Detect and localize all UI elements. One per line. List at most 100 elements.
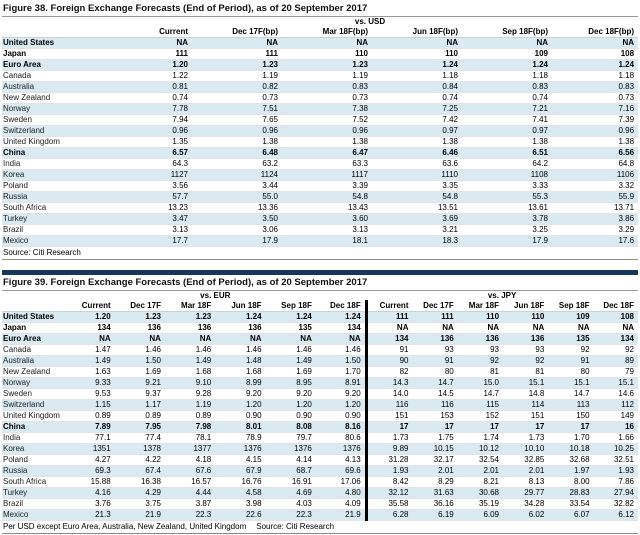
value-cell: 3.39 xyxy=(282,180,372,192)
value-cell: 7.86 xyxy=(593,476,638,488)
value-cell: 17 xyxy=(412,421,458,433)
value-cell: NA xyxy=(164,333,216,345)
value-cell: 1.49 xyxy=(164,355,216,367)
value-cell: 136 xyxy=(114,322,165,334)
country-label: Japan xyxy=(2,322,65,334)
value-cell: 8.01 xyxy=(215,421,266,433)
value-cell: 6.57 xyxy=(102,147,192,159)
value-cell: 6.28 xyxy=(364,509,413,521)
table-row: Mexico 21.3 21.9 22.3 22.6 22.3 21.9 6.28 6.19 6.… xyxy=(2,509,638,521)
country-label: Canada xyxy=(2,70,102,82)
value-cell: NA xyxy=(457,322,504,334)
figure-38-body: United States NA NA NA NA NA NA Japan 111 111 110 1… xyxy=(2,37,639,247)
value-cell: 9.20 xyxy=(315,388,367,400)
value-cell: 22.6 xyxy=(215,509,266,521)
value-cell: 7.94 xyxy=(102,114,192,126)
value-cell: 10.25 xyxy=(593,443,638,455)
value-cell: 55.0 xyxy=(192,191,282,203)
value-cell: 17.06 xyxy=(315,476,367,488)
value-cell: 111 xyxy=(412,311,458,323)
value-cell: 1.49 xyxy=(265,355,316,367)
value-cell: 81 xyxy=(457,366,504,378)
value-cell: 152 xyxy=(457,410,504,422)
value-cell: 30.68 xyxy=(457,487,504,499)
country-label: Australia xyxy=(2,355,65,367)
value-cell: NA xyxy=(548,322,594,334)
value-cell: 1.70 xyxy=(548,432,594,444)
value-cell: 6.51 xyxy=(462,147,552,159)
value-cell: 6.09 xyxy=(457,509,504,521)
value-cell: 92 xyxy=(457,355,504,367)
value-cell: 3.25 xyxy=(462,224,552,236)
table-row: India 77.1 77.4 78.1 78.9 79.7 80.6 1.73 1.75 1.7… xyxy=(2,432,638,444)
value-cell: 64.2 xyxy=(462,158,552,170)
value-cell: 0.73 xyxy=(192,92,282,104)
value-cell: 6.46 xyxy=(372,147,462,159)
value-cell: 1.38 xyxy=(192,136,282,148)
country-label: Japan xyxy=(2,48,102,60)
table-row: New Zealand 0.74 0.73 0.73 0.74 0.74 0.73 xyxy=(2,92,639,104)
value-cell: 0.83 xyxy=(552,81,639,93)
value-cell: 1.20 xyxy=(64,311,115,323)
value-cell: 1377 xyxy=(164,443,216,455)
figure-39-block: Figure 39. Foreign Exchange Forecasts (E… xyxy=(2,275,638,534)
value-cell: 3.21 xyxy=(372,224,462,236)
value-cell: 1124 xyxy=(192,169,282,181)
value-cell: 3.06 xyxy=(192,224,282,236)
value-cell: 54.8 xyxy=(282,191,372,203)
value-cell: NA xyxy=(315,333,367,345)
value-cell: 4.13 xyxy=(315,454,367,466)
value-cell: 93 xyxy=(503,344,549,356)
value-cell: 1.18 xyxy=(462,70,552,82)
value-cell: 136 xyxy=(457,333,504,345)
value-cell: 15.0 xyxy=(457,377,504,389)
figure-38-block: Figure 38. Foreign Exchange Forecasts (E… xyxy=(2,1,639,260)
value-cell: 110 xyxy=(282,48,372,60)
value-cell: 17 xyxy=(503,421,549,433)
value-cell: 116 xyxy=(412,399,458,411)
value-cell: 0.89 xyxy=(164,410,216,422)
value-cell: 3.13 xyxy=(282,224,372,236)
country-label: Euro Area xyxy=(2,59,102,71)
value-cell: 32.68 xyxy=(548,454,594,466)
value-cell: 1376 xyxy=(315,443,367,455)
value-cell: 135 xyxy=(265,322,316,334)
value-cell: 0.82 xyxy=(192,81,282,93)
table-row: Turkey 3.47 3.50 3.60 3.69 3.78 3.86 xyxy=(2,213,639,225)
value-cell: 14.3 xyxy=(364,377,413,389)
value-cell: 1.15 xyxy=(64,399,115,411)
value-cell: 7.21 xyxy=(462,103,552,115)
value-cell: 2.01 xyxy=(503,465,549,477)
value-cell: 17.9 xyxy=(192,235,282,247)
value-cell: 78.1 xyxy=(164,432,216,444)
value-cell: NA xyxy=(192,37,282,49)
column-header: Current xyxy=(364,300,413,312)
group-label-row: vs. USD xyxy=(2,17,638,26)
value-cell: 1378 xyxy=(114,443,165,455)
value-cell: 3.56 xyxy=(102,180,192,192)
value-cell: 0.97 xyxy=(462,125,552,137)
value-cell: NA xyxy=(364,322,413,334)
column-header: Dec 18F(bp) xyxy=(552,26,639,38)
value-cell: 1.63 xyxy=(64,366,115,378)
figure-39-title: Figure 39. Foreign Exchange Forecasts (E… xyxy=(2,275,638,291)
value-cell: 114 xyxy=(503,399,549,411)
value-cell: NA xyxy=(412,322,458,334)
value-cell: 1.20 xyxy=(102,59,192,71)
table-row: Turkey 4.16 4.29 4.44 4.58 4.69 4.80 32.12 31.63… xyxy=(2,487,638,499)
value-cell: 4.27 xyxy=(64,454,115,466)
value-cell: 1.20 xyxy=(315,399,367,411)
value-cell: 0.90 xyxy=(265,410,316,422)
value-cell: 1.70 xyxy=(315,366,367,378)
country-label: Sweden xyxy=(2,114,102,126)
value-cell: 1.24 xyxy=(462,59,552,71)
value-cell: 9.89 xyxy=(364,443,413,455)
value-cell: 17 xyxy=(364,421,413,433)
table-row: Sweden 9.53 9.37 9.28 9.20 9.20 9.20 14.0 14.5 14… xyxy=(2,388,638,400)
value-cell: 0.90 xyxy=(215,410,266,422)
figure-39-body: United States 1.20 1.23 1.23 1.24 1.24 1.24 111… xyxy=(2,311,638,521)
value-cell: 63.3 xyxy=(282,158,372,170)
value-cell: 78.9 xyxy=(215,432,266,444)
value-cell: 3.13 xyxy=(102,224,192,236)
value-cell: 91 xyxy=(548,355,594,367)
